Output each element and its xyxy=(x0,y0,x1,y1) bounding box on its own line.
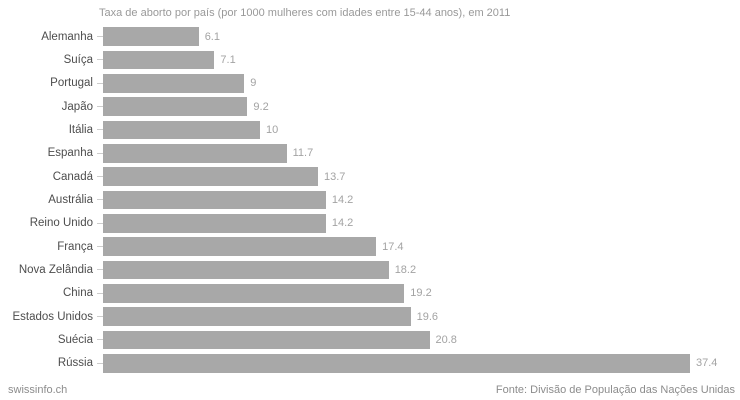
bar-value-label: 17.4 xyxy=(382,240,404,253)
category-label: Portugal xyxy=(50,77,93,90)
chart-row: Reino Unido 14.2 xyxy=(0,212,740,235)
bar-value-label: 19.6 xyxy=(416,310,439,323)
bar xyxy=(103,354,690,373)
bar-value-label: 7.1 xyxy=(220,53,236,66)
bar xyxy=(103,27,199,46)
category-label: Rússia xyxy=(57,357,93,370)
axis-tick-icon xyxy=(97,106,103,108)
bar-value-label: 19.2 xyxy=(410,287,432,300)
bar xyxy=(103,214,326,233)
axis-tick-icon xyxy=(97,82,103,84)
chart-row: Rússia 37.4 xyxy=(0,352,740,375)
bar xyxy=(103,74,245,93)
bar xyxy=(103,307,411,326)
bar-value-label: 20.8 xyxy=(435,333,457,346)
chart-row: Austrália 14.2 xyxy=(0,188,740,211)
category-label: Itália xyxy=(68,123,93,136)
axis-tick-icon xyxy=(97,176,103,178)
footer-brand: swissinfo.ch xyxy=(8,384,68,396)
chart-row: Nova Zelândia 18.2 xyxy=(0,258,740,281)
bar xyxy=(103,284,405,303)
bar-value-label: 6.1 xyxy=(204,30,220,43)
footer-source: Fonte: Divisão de População das Nações U… xyxy=(495,384,735,396)
chart-row: Alemanha 6.1 xyxy=(0,25,740,48)
bar-value-label: 14.2 xyxy=(331,193,354,206)
category-label: Nova Zelândia xyxy=(18,263,93,276)
axis-tick-icon xyxy=(97,316,103,318)
chart-row: Portugal 9 xyxy=(0,72,740,95)
category-label: China xyxy=(62,287,93,300)
category-label: Canadá xyxy=(52,170,93,183)
chart-row: Itália 10 xyxy=(0,118,740,141)
axis-tick-icon xyxy=(97,246,103,248)
bar-value-label: 9.2 xyxy=(253,100,269,113)
bar xyxy=(103,237,377,256)
chart-row: Suécia 20.8 xyxy=(0,328,740,351)
category-label: Alemanha xyxy=(41,30,93,43)
axis-tick-icon xyxy=(97,292,103,294)
chart-row: Suíça 7.1 xyxy=(0,48,740,71)
chart-rows: Alemanha 6.1 Suíça 7.1 Portugal 9 Japão 9.2 Itál… xyxy=(0,25,740,375)
axis-tick-icon xyxy=(97,59,103,61)
bar-value-label: 13.7 xyxy=(324,170,346,183)
bar xyxy=(103,190,326,210)
axis-tick-icon xyxy=(97,36,103,38)
chart-row: Espanha 11.7 xyxy=(0,142,740,165)
bar-value-label: 37.4 xyxy=(696,357,718,370)
bar xyxy=(103,50,215,70)
chart-row: Canadá 13.7 xyxy=(0,165,740,188)
category-label: Suíça xyxy=(63,53,93,66)
category-label: Reino Unido xyxy=(29,217,93,230)
bar-value-label: 10 xyxy=(266,123,279,136)
axis-tick-icon xyxy=(97,199,103,201)
axis-tick-icon xyxy=(97,362,103,364)
bar-value-label: 18.2 xyxy=(394,263,417,276)
category-label: Austrália xyxy=(48,193,93,206)
chart-footer: swissinfo.ch Fonte: Divisão de População… xyxy=(8,384,735,396)
category-label: Japão xyxy=(61,100,93,113)
axis-tick-icon xyxy=(97,222,103,224)
bar xyxy=(103,260,389,280)
bar-value-label: 9 xyxy=(250,77,257,90)
category-label: França xyxy=(57,240,93,253)
bar-value-label: 11.7 xyxy=(292,147,314,160)
chart-row: China 19.2 xyxy=(0,282,740,305)
bar xyxy=(103,330,430,350)
category-label: Suécia xyxy=(57,333,93,346)
bar xyxy=(103,144,287,163)
bar xyxy=(103,167,318,186)
axis-tick-icon xyxy=(97,269,103,271)
chart-row: Japão 9.2 xyxy=(0,95,740,118)
chart-row: Estados Unidos 19.6 xyxy=(0,305,740,328)
chart-title: Taxa de aborto por país (por 1000 mulher… xyxy=(99,7,511,19)
category-label: Espanha xyxy=(47,147,93,160)
axis-tick-icon xyxy=(97,129,103,131)
chart-row: França 17.4 xyxy=(0,235,740,258)
axis-tick-icon xyxy=(97,152,103,154)
bar-value-label: 14.2 xyxy=(331,217,354,230)
category-label: Estados Unidos xyxy=(12,310,93,323)
bar xyxy=(103,97,248,116)
bar xyxy=(103,120,260,140)
axis-tick-icon xyxy=(97,339,103,341)
